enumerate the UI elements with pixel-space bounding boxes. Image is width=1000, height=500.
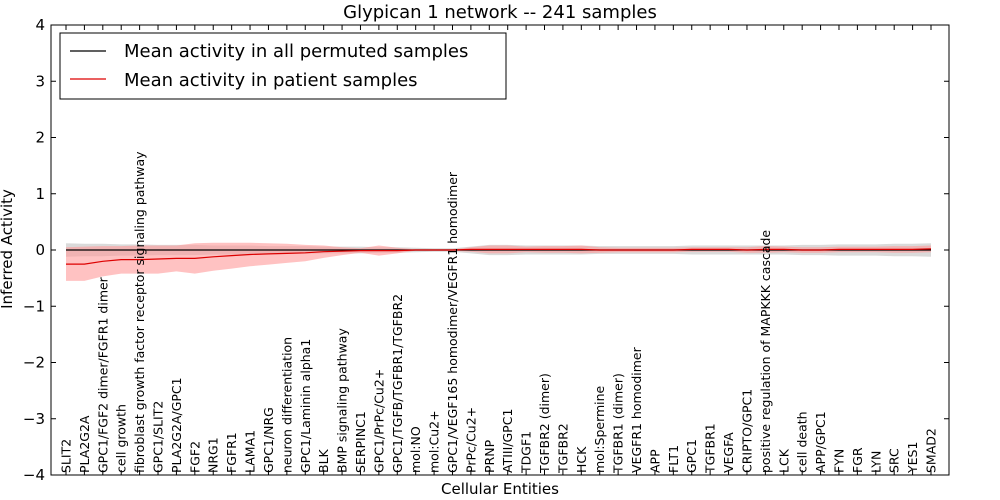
series-lines (66, 248, 932, 265)
x-tick-label: APP (647, 449, 662, 473)
legend: Mean activity in all permuted samples Me… (59, 32, 507, 100)
x-tick-label: GPC1/PrPc/Cu2+ (371, 369, 386, 473)
x-tick-label: CRIPTO/GPC1 (740, 389, 755, 473)
plot-area-frame (50, 24, 950, 476)
x-tick-label: PLA2G2A/GPC1 (169, 377, 184, 473)
x-tick-label: GPC1 (684, 439, 699, 473)
legend-box (59, 32, 507, 100)
x-tick-label: GPC1/NRG (261, 407, 276, 473)
x-tick-label: neuron differentiation (279, 337, 294, 473)
x-tick-label: positive regulation of MAPKKK cascade (758, 230, 773, 473)
x-tick-label: mol:Cu2+ (427, 410, 442, 473)
x-tick-label: PLA2G2A (77, 415, 92, 473)
y-tick-label: 2 (35, 129, 45, 147)
x-tick-label: NRG1 (206, 437, 221, 473)
y-axis-label: Inferred Activity (0, 189, 16, 309)
y-tick-label: 0 (35, 241, 45, 259)
x-tick-label: fibroblast growth factor receptor signal… (132, 151, 147, 473)
x-tick-label: cell growth (114, 404, 129, 473)
x-tick-label: PrPc/Cu2+ (463, 407, 478, 473)
x-tick-label: LYN (868, 451, 883, 473)
x-tick-label: mol:NO (408, 426, 423, 473)
x-tick-label: ATIII/GPC1 (500, 409, 515, 473)
x-tick-label: GPC1/TGFB/TGFBR1/TGFBR2 (390, 294, 405, 473)
x-tick-label: cell death (795, 411, 810, 473)
x-tick-label: GPC1/FGF2 dimer/FGFR1 dimer (95, 276, 110, 473)
x-tick-label: FGR (850, 447, 865, 473)
x-tick-label: FGFR1 (224, 432, 239, 473)
x-tick-label: LAMA1 (243, 430, 258, 473)
x-tick-label: APP/GPC1 (813, 411, 828, 473)
x-tick-label: GPC1/VEGF165 homodimer/VEGFR1 homodimer (445, 171, 460, 473)
x-tick-label: VEGFR1 homodimer (629, 346, 644, 473)
x-tick-label: FLT1 (666, 445, 681, 473)
x-tick-label: VEGFA (721, 432, 736, 473)
x-tick-label: TGFBR1 (703, 423, 718, 474)
x-axis-label: Cellular Entities (441, 480, 559, 498)
x-tick-label: PRNP (482, 439, 497, 473)
legend-label-permuted: Mean activity in all permuted samples (124, 41, 468, 62)
x-tick-label: YES1 (905, 442, 920, 474)
x-axis-ticks: SLIT2 PLA2G2A GPC1/FGF2 dimer/FGFR1 dimer c… (59, 25, 939, 475)
x-tick-label: mol:Spermine (592, 385, 607, 473)
x-tick-label: SMAD2 (924, 428, 939, 473)
y-tick-label: 1 (35, 185, 45, 203)
x-tick-label: SRC (887, 448, 902, 473)
x-tick-label: FGF2 (187, 441, 202, 473)
x-tick-label: BMP signaling pathway (335, 328, 350, 473)
chart-title: Glypican 1 network -- 241 samples (343, 2, 657, 23)
x-tick-label: FYN (832, 449, 847, 473)
y-tick-label: −1 (23, 297, 45, 315)
line-series-1 (66, 248, 932, 265)
x-tick-label: TGFBR1 (dimer) (611, 373, 626, 474)
x-tick-label: TGFBR2 (dimer) (537, 373, 552, 474)
y-tick-label: 4 (35, 16, 45, 34)
x-tick-label: HCK (574, 446, 589, 473)
x-tick-label: GPC1/SLIT2 (151, 401, 166, 473)
y-tick-label: −2 (23, 354, 45, 372)
y-tick-label: −3 (23, 410, 45, 428)
band-series-1 (66, 242, 931, 281)
x-tick-label: SLIT2 (59, 439, 74, 473)
legend-label-patient: Mean activity in patient samples (124, 70, 418, 91)
x-tick-label: TDGF1 (519, 431, 534, 474)
y-axis-ticks: −4 −3 −2 −1 0 1 2 3 4 (23, 16, 949, 484)
x-tick-label: SERPINC1 (353, 411, 368, 473)
confidence-bands (66, 242, 931, 281)
x-tick-label: TGFBR2 (555, 423, 570, 474)
y-tick-label: 3 (35, 72, 45, 90)
x-tick-label: GPC1/Laminin alpha1 (298, 339, 313, 473)
x-tick-label: LCK (776, 448, 791, 473)
y-tick-label: −4 (23, 466, 45, 484)
x-tick-label: BLK (316, 448, 331, 473)
